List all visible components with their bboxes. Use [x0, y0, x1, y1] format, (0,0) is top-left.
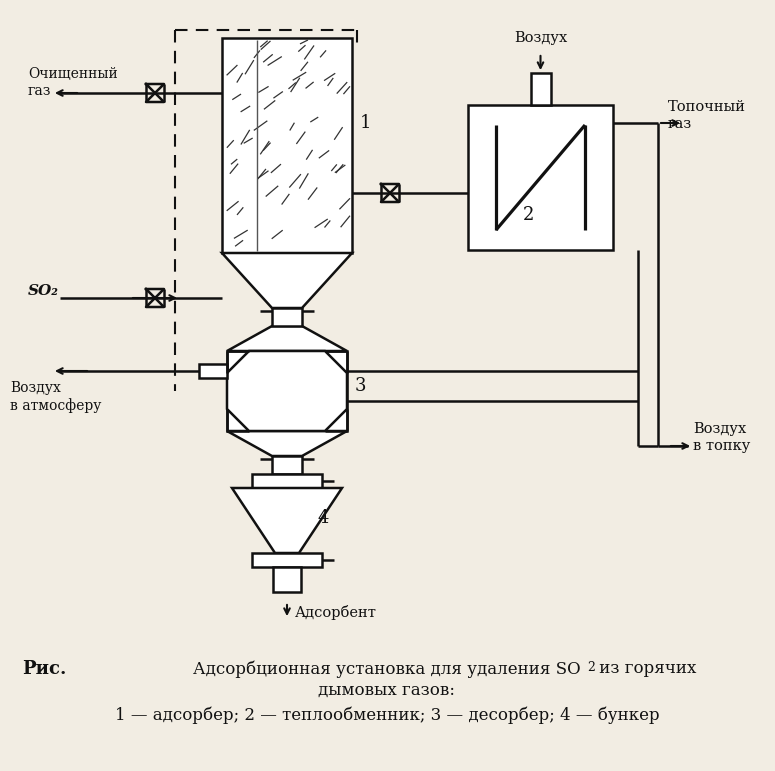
Text: Рис.: Рис.: [22, 660, 67, 678]
Polygon shape: [227, 351, 347, 431]
Text: дымовых газов:: дымовых газов:: [319, 682, 456, 699]
Bar: [227, 351, 347, 431]
Text: Воздух
в топку: Воздух в топку: [693, 422, 750, 453]
Text: Воздух
в атмосферу: Воздух в атмосферу: [10, 381, 102, 413]
Bar: [468, 105, 613, 250]
Text: SO₂: SO₂: [28, 284, 59, 298]
Bar: [199, 364, 227, 378]
Bar: [531, 73, 550, 105]
Polygon shape: [232, 488, 342, 553]
Text: Воздух: Воздух: [514, 31, 567, 45]
Bar: [252, 553, 322, 567]
Text: Топочный
газ: Топочный газ: [668, 100, 746, 131]
Text: 1 — адсорбер; 2 — теплообменник; 3 — десорбер; 4 — бункер: 1 — адсорбер; 2 — теплообменник; 3 — дес…: [115, 706, 660, 723]
Bar: [273, 567, 301, 592]
Text: Адсорбционная установка для удаления SO: Адсорбционная установка для удаления SO: [193, 660, 580, 678]
Polygon shape: [227, 326, 347, 351]
Text: из горячих: из горячих: [594, 660, 697, 677]
Text: 4: 4: [317, 509, 329, 527]
Text: 3: 3: [355, 377, 367, 395]
Bar: [272, 308, 302, 326]
Polygon shape: [227, 431, 347, 456]
Bar: [252, 474, 322, 488]
Bar: [222, 38, 352, 253]
Bar: [272, 456, 302, 474]
Text: 2: 2: [523, 206, 535, 224]
Text: Очищенный
газ: Очищенный газ: [28, 67, 118, 98]
Polygon shape: [222, 253, 352, 308]
Text: 1: 1: [360, 114, 371, 132]
Text: 2: 2: [587, 661, 595, 674]
Text: Адсорбент: Адсорбент: [295, 605, 377, 620]
